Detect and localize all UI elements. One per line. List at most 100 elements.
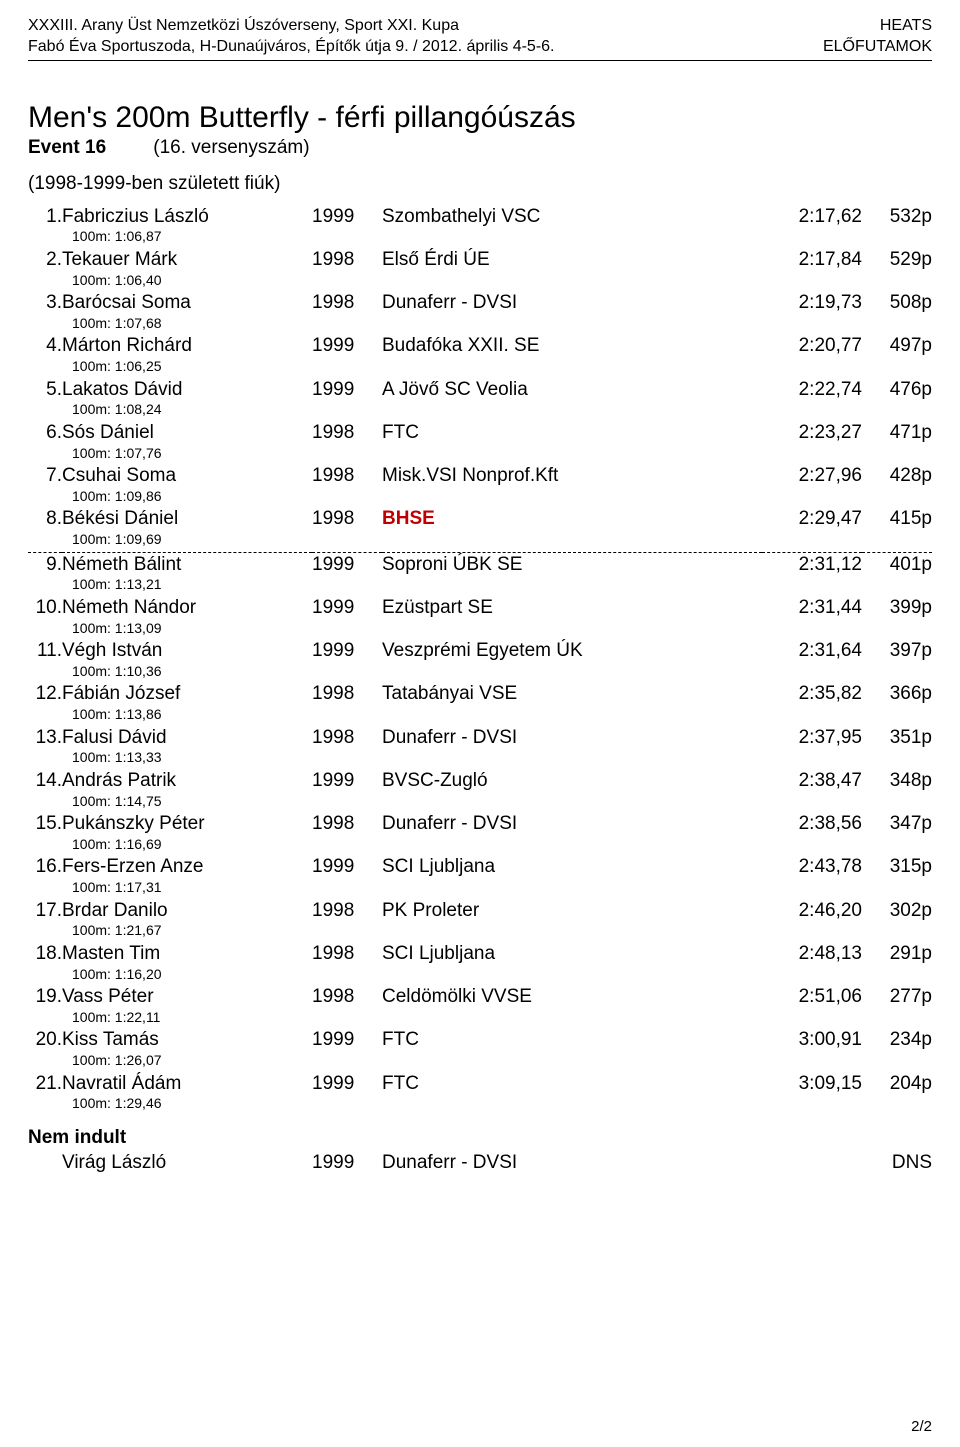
age-group: (1998-1999-ben született fiúk) (28, 173, 932, 195)
split-time: 100m: 1:13,09 (62, 620, 932, 640)
dns-birth-year: 1999 (312, 1151, 382, 1175)
club: Szombathelyi VSC (382, 205, 762, 229)
split-row: 100m: 1:06,40 (28, 272, 932, 292)
points: 476p (862, 378, 932, 402)
result-row: 9.Németh Bálint1999Soproni ÚBK SE2:31,12… (28, 552, 932, 576)
points: 351p (862, 726, 932, 750)
points: 529p (862, 248, 932, 272)
athlete-name: Fers-Erzen Anze (62, 855, 312, 879)
birth-year: 1998 (312, 726, 382, 750)
split-row: 100m: 1:10,36 (28, 663, 932, 683)
birth-year: 1998 (312, 507, 382, 531)
rank: 2. (28, 248, 62, 272)
birth-year: 1999 (312, 1072, 382, 1096)
club: PK Proleter (382, 899, 762, 923)
points: 415p (862, 507, 932, 531)
athlete-name: Falusi Dávid (62, 726, 312, 750)
time: 2:31,12 (762, 552, 862, 576)
points: 291p (862, 942, 932, 966)
points: 401p (862, 552, 932, 576)
athlete-name: András Patrik (62, 769, 312, 793)
time: 2:17,62 (762, 205, 862, 229)
header-right-line1: HEATS (823, 16, 932, 37)
split-row: 100m: 1:13,33 (28, 749, 932, 769)
birth-year: 1998 (312, 942, 382, 966)
time: 2:19,73 (762, 291, 862, 315)
athlete-name: Lakatos Dávid (62, 378, 312, 402)
split-time: 100m: 1:10,36 (62, 663, 932, 683)
header-right-line2: ELŐFUTAMOK (823, 37, 932, 58)
result-row: 6.Sós Dániel1998FTC2:23,27471p (28, 421, 932, 445)
result-row: 19.Vass Péter1998Celdömölki VVSE2:51,062… (28, 985, 932, 1009)
points: 315p (862, 855, 932, 879)
athlete-name: Fábián József (62, 682, 312, 706)
rank: 11. (28, 639, 62, 663)
club: Dunaferr - DVSI (382, 726, 762, 750)
result-row: 16.Fers-Erzen Anze1999SCI Ljubljana2:43,… (28, 855, 932, 879)
birth-year: 1999 (312, 334, 382, 358)
split-time: 100m: 1:07,76 (62, 445, 932, 465)
dns-row: Virág László1999Dunaferr - DVSIDNS (28, 1151, 932, 1175)
birth-year: 1999 (312, 769, 382, 793)
time: 2:22,74 (762, 378, 862, 402)
rank: 3. (28, 291, 62, 315)
birth-year: 1998 (312, 899, 382, 923)
result-row: 13.Falusi Dávid1998Dunaferr - DVSI2:37,9… (28, 726, 932, 750)
split-time: 100m: 1:16,20 (62, 966, 932, 986)
result-row: 3.Barócsai Soma1998Dunaferr - DVSI2:19,7… (28, 291, 932, 315)
split-row: 100m: 1:29,46 (28, 1095, 932, 1115)
result-row: 21.Navratil Ádám1999FTC3:09,15204p (28, 1072, 932, 1096)
athlete-name: Masten Tim (62, 942, 312, 966)
points: 234p (862, 1028, 932, 1052)
points: 428p (862, 464, 932, 488)
split-time: 100m: 1:21,67 (62, 922, 932, 942)
result-row: 4.Márton Richárd1999Budafóka XXII. SE2:2… (28, 334, 932, 358)
rank: 6. (28, 421, 62, 445)
birth-year: 1999 (312, 1028, 382, 1052)
result-row: 17.Brdar Danilo1998PK Proleter2:46,20302… (28, 899, 932, 923)
split-row: 100m: 1:21,67 (28, 922, 932, 942)
birth-year: 1999 (312, 205, 382, 229)
event-number-label: Event 16 (28, 137, 148, 159)
split-time: 100m: 1:06,40 (62, 272, 932, 292)
result-row: 7.Csuhai Soma1998Misk.VSI Nonprof.Kft2:2… (28, 464, 932, 488)
event-number-paren: (16. versenyszám) (153, 137, 309, 158)
birth-year: 1999 (312, 552, 382, 576)
athlete-name: Békési Dániel (62, 507, 312, 531)
club: BHSE (382, 507, 762, 531)
split-time: 100m: 1:26,07 (62, 1052, 932, 1072)
club: BVSC-Zugló (382, 769, 762, 793)
time: 2:38,47 (762, 769, 862, 793)
points: 204p (862, 1072, 932, 1096)
rank: 19. (28, 985, 62, 1009)
rank: 16. (28, 855, 62, 879)
rank: 12. (28, 682, 62, 706)
athlete-name: Brdar Danilo (62, 899, 312, 923)
split-time: 100m: 1:09,69 (62, 531, 932, 551)
header-left-line2: Fabó Éva Sportuszoda, H-Dunaújváros, Épí… (28, 37, 555, 58)
club: Misk.VSI Nonprof.Kft (382, 464, 762, 488)
time: 2:46,20 (762, 899, 862, 923)
event-number-line: Event 16 (16. versenyszám) (28, 137, 932, 159)
time: 3:00,91 (762, 1028, 862, 1052)
athlete-name: Vass Péter (62, 985, 312, 1009)
club: Veszprémi Egyetem ÚK (382, 639, 762, 663)
split-time: 100m: 1:13,86 (62, 706, 932, 726)
split-row: 100m: 1:09,86 (28, 488, 932, 508)
athlete-name: Sós Dániel (62, 421, 312, 445)
result-row: 15.Pukánszky Péter1998Dunaferr - DVSI2:3… (28, 812, 932, 836)
club: A Jövő SC Veolia (382, 378, 762, 402)
split-time: 100m: 1:22,11 (62, 1009, 932, 1029)
athlete-name: Navratil Ádám (62, 1072, 312, 1096)
page-footer: 2/2 (911, 1418, 932, 1435)
split-row: 100m: 1:06,87 (28, 228, 932, 248)
split-time: 100m: 1:13,33 (62, 749, 932, 769)
athlete-name: Németh Nándor (62, 596, 312, 620)
split-time: 100m: 1:29,46 (62, 1095, 932, 1115)
points: 471p (862, 421, 932, 445)
rank: 7. (28, 464, 62, 488)
results-table: 1.Fabriczius László1999Szombathelyi VSC2… (28, 205, 932, 1115)
rank: 14. (28, 769, 62, 793)
result-row: 11.Végh István1999Veszprémi Egyetem ÚK2:… (28, 639, 932, 663)
birth-year: 1998 (312, 248, 382, 272)
